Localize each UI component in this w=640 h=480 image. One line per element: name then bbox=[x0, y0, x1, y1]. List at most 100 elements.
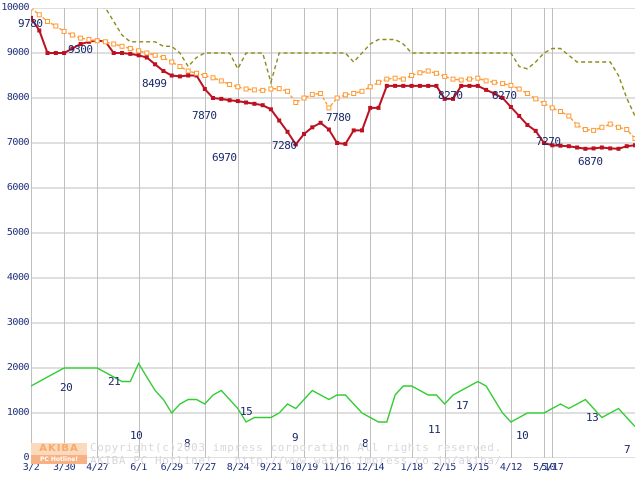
x-tick-label: 8/24 bbox=[226, 462, 250, 473]
data-value-label: 11 bbox=[428, 423, 441, 436]
data-point-marker bbox=[161, 69, 166, 73]
data-point-marker bbox=[616, 146, 621, 151]
data-point-marker bbox=[409, 83, 414, 88]
data-point-marker bbox=[616, 124, 621, 130]
data-point-marker bbox=[351, 91, 357, 96]
data-point-marker bbox=[310, 125, 315, 130]
x-tick-label: 6/1 bbox=[130, 462, 147, 473]
data-value-label: 6870 bbox=[578, 155, 603, 168]
data-point-marker bbox=[293, 142, 298, 147]
y-tick-label: 7000 bbox=[6, 137, 30, 148]
data-value-label: 10 bbox=[130, 429, 143, 442]
akiba-logo-subtitle: PC Hotline! bbox=[31, 455, 87, 464]
data-point-marker bbox=[458, 77, 464, 83]
y-tick-label: 1000 bbox=[6, 407, 30, 418]
y-tick-label: 9000 bbox=[6, 47, 30, 58]
data-point-marker bbox=[533, 128, 538, 133]
x-tick-label: 4/12 bbox=[499, 462, 523, 473]
data-point-marker bbox=[70, 46, 75, 51]
data-point-marker bbox=[326, 105, 332, 111]
data-point-marker bbox=[285, 129, 290, 134]
data-point-marker bbox=[367, 84, 373, 90]
data-value-label: 21 bbox=[108, 375, 121, 388]
data-point-marker bbox=[202, 73, 208, 78]
akiba-logo-title: AKIBA bbox=[31, 443, 87, 455]
gridlines bbox=[31, 8, 635, 458]
data-point-marker bbox=[417, 83, 422, 88]
series-price-max bbox=[102, 8, 635, 117]
data-value-label: 13 bbox=[586, 411, 599, 424]
data-value-label: 7280 bbox=[272, 139, 297, 152]
data-point-marker bbox=[459, 83, 464, 88]
x-tick-label: 1/18 bbox=[400, 462, 424, 473]
data-point-marker bbox=[53, 23, 59, 29]
data-point-marker bbox=[62, 51, 67, 55]
data-point-marker bbox=[235, 99, 240, 104]
data-point-marker bbox=[31, 15, 33, 20]
data-point-marker bbox=[393, 83, 398, 88]
data-point-marker bbox=[227, 98, 232, 103]
data-point-marker bbox=[86, 37, 92, 42]
x-tick-label: 6/29 bbox=[160, 462, 184, 473]
data-point-marker bbox=[186, 73, 191, 78]
data-point-marker bbox=[467, 76, 472, 82]
data-point-marker bbox=[524, 91, 530, 96]
data-point-marker bbox=[475, 75, 481, 81]
x-tick-label: 3/30 bbox=[53, 462, 76, 473]
data-point-marker bbox=[343, 141, 348, 146]
data-point-marker bbox=[235, 84, 241, 90]
y-tick-label: 0 bbox=[23, 452, 29, 463]
data-point-marker bbox=[376, 105, 381, 110]
data-point-marker bbox=[516, 86, 522, 92]
data-point-marker bbox=[31, 8, 34, 11]
data-point-marker bbox=[500, 81, 506, 87]
data-point-marker bbox=[53, 51, 58, 55]
data-point-marker bbox=[401, 83, 406, 88]
data-point-marker bbox=[566, 113, 572, 119]
data-point-marker bbox=[599, 145, 604, 150]
data-point-marker bbox=[392, 75, 398, 81]
data-point-marker bbox=[483, 78, 489, 84]
data-point-marker bbox=[508, 82, 514, 88]
data-point-marker bbox=[591, 146, 596, 151]
data-point-marker bbox=[360, 128, 364, 133]
data-point-marker bbox=[309, 91, 315, 97]
data-value-label: 8 bbox=[184, 437, 191, 450]
data-value-label: 8270 bbox=[438, 89, 463, 102]
chart-svg bbox=[31, 8, 635, 458]
data-point-marker bbox=[120, 51, 124, 55]
data-point-marker bbox=[69, 32, 75, 38]
data-point-marker bbox=[144, 55, 149, 60]
data-point-marker bbox=[36, 12, 42, 18]
data-point-marker bbox=[575, 145, 580, 150]
data-point-marker bbox=[442, 73, 448, 79]
data-point-marker bbox=[434, 83, 439, 88]
data-point-marker bbox=[500, 96, 505, 100]
data-point-marker bbox=[202, 87, 207, 91]
data-point-marker bbox=[78, 35, 84, 41]
series-lines bbox=[31, 8, 635, 427]
data-point-marker bbox=[549, 105, 555, 111]
plot-area bbox=[31, 8, 635, 458]
y-tick-label: 6000 bbox=[6, 182, 30, 193]
data-point-marker bbox=[318, 120, 323, 125]
data-point-marker bbox=[558, 109, 563, 114]
y-tick-label: 10000 bbox=[1, 2, 29, 13]
data-point-marker bbox=[177, 74, 182, 79]
data-point-marker bbox=[243, 86, 249, 92]
data-point-marker bbox=[252, 101, 257, 106]
data-value-label: 20 bbox=[60, 381, 73, 394]
data-point-marker bbox=[451, 96, 455, 101]
data-point-marker bbox=[94, 38, 100, 44]
x-tick-label: 5/10 bbox=[532, 462, 556, 473]
data-value-label: 7 bbox=[624, 443, 631, 456]
data-value-label: 8499 bbox=[142, 77, 167, 90]
data-point-marker bbox=[210, 75, 216, 81]
data-point-marker bbox=[583, 146, 588, 151]
data-point-marker bbox=[326, 127, 331, 132]
data-point-marker bbox=[318, 91, 324, 96]
x-tick-label: 11/16 bbox=[323, 462, 351, 473]
data-point-marker bbox=[227, 82, 233, 87]
data-point-marker bbox=[45, 51, 50, 55]
copyright-line-2: AKIBA PC Hotline! http://www.watch.impre… bbox=[90, 454, 502, 467]
